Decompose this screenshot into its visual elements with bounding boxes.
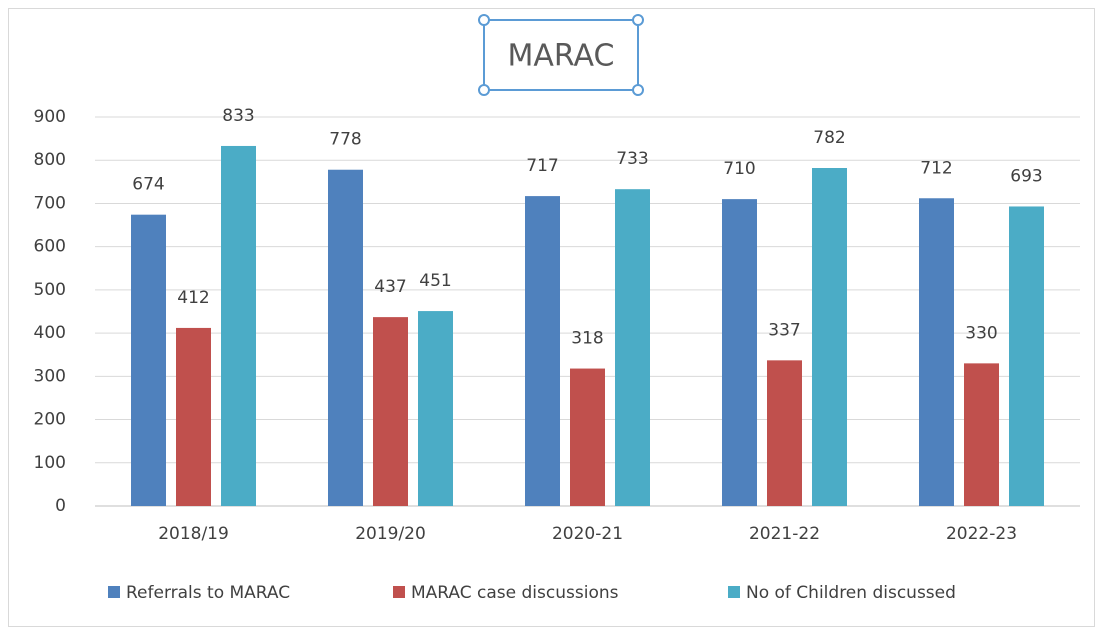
data-label: 733 [616, 149, 648, 169]
bar [176, 327, 211, 506]
y-tick-label: 800 [34, 150, 66, 170]
bar [131, 214, 166, 506]
data-label: 674 [132, 175, 164, 195]
bar [221, 145, 256, 506]
legend-swatch [728, 586, 740, 598]
legend-label: MARAC case discussions [411, 583, 619, 603]
data-label: 717 [526, 156, 558, 176]
legend-swatch [108, 586, 120, 598]
data-label: 451 [419, 271, 451, 291]
y-tick-label: 200 [34, 410, 66, 430]
bar [615, 189, 650, 507]
bar [328, 169, 363, 506]
selection-box [483, 19, 639, 91]
legend-label: Referrals to MARAC [126, 583, 290, 603]
bar [812, 168, 847, 506]
data-label: 782 [813, 128, 845, 148]
bar [418, 311, 453, 506]
x-tick-label: 2021-22 [749, 524, 820, 544]
legend-label: No of Children discussed [746, 583, 956, 603]
x-tick-label: 2020-21 [552, 524, 623, 544]
y-tick-label: 0 [55, 496, 66, 516]
selection-handles [478, 14, 644, 96]
data-label: 710 [723, 159, 755, 179]
data-label: 337 [768, 320, 800, 340]
x-tick-label: 2022-23 [946, 524, 1017, 544]
bar [1009, 206, 1044, 506]
y-tick-label: 600 [34, 237, 66, 257]
y-tick-label: 100 [34, 453, 66, 473]
y-tick-label: 900 [34, 107, 66, 127]
data-label: 437 [374, 277, 406, 297]
y-tick-label: 500 [34, 280, 66, 300]
bar [570, 368, 605, 506]
bar [722, 199, 757, 506]
data-label: 318 [571, 329, 603, 349]
chart-title: MARAC [508, 39, 615, 74]
data-label: 778 [329, 130, 361, 150]
y-tick-label: 400 [34, 323, 66, 343]
data-label: 412 [177, 288, 209, 308]
bar [964, 363, 999, 506]
legend-swatch [393, 586, 405, 598]
data-label: 693 [1010, 166, 1042, 186]
bar [525, 196, 560, 506]
y-tick-label: 700 [34, 193, 66, 213]
x-tick-label: 2018/19 [158, 524, 229, 544]
bar [373, 317, 408, 506]
bar [919, 198, 954, 506]
data-label: 330 [965, 323, 997, 343]
data-label: 712 [920, 158, 952, 178]
y-tick-label: 300 [34, 366, 66, 386]
data-label: 833 [222, 106, 254, 126]
x-tick-label: 2019/20 [355, 524, 426, 544]
bar [767, 360, 802, 506]
